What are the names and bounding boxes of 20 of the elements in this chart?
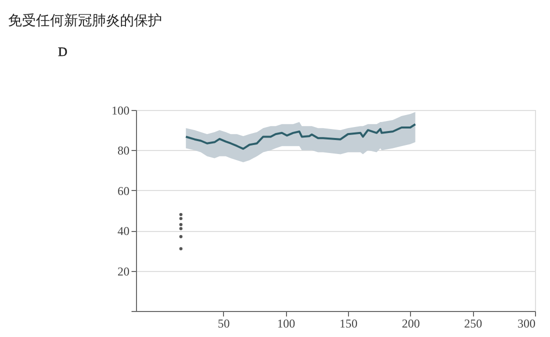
text: D xyxy=(58,44,68,59)
point xyxy=(179,212,182,216)
x-tick-label: 200 xyxy=(402,316,420,330)
x-tick-label: 250 xyxy=(464,316,482,330)
y-tick-label: 60 xyxy=(118,184,130,198)
point xyxy=(179,216,182,220)
x-tick-label: 50 xyxy=(218,316,230,330)
point xyxy=(179,247,182,250)
y-tick-label: 40 xyxy=(118,224,130,238)
y-tick-label: 80 xyxy=(118,144,130,158)
x-tick-label: 150 xyxy=(339,316,358,330)
point xyxy=(179,235,182,238)
x-tick-label: 100 xyxy=(277,316,296,330)
line-series xyxy=(184,123,416,150)
y-tick-label: 100 xyxy=(112,104,130,118)
chart-title: 免受任何新冠肺炎的保护 xyxy=(8,13,162,29)
point xyxy=(179,227,182,230)
y-tick-label: 20 xyxy=(118,264,130,278)
x-tick-label: 300 xyxy=(518,316,536,330)
point xyxy=(179,222,182,226)
